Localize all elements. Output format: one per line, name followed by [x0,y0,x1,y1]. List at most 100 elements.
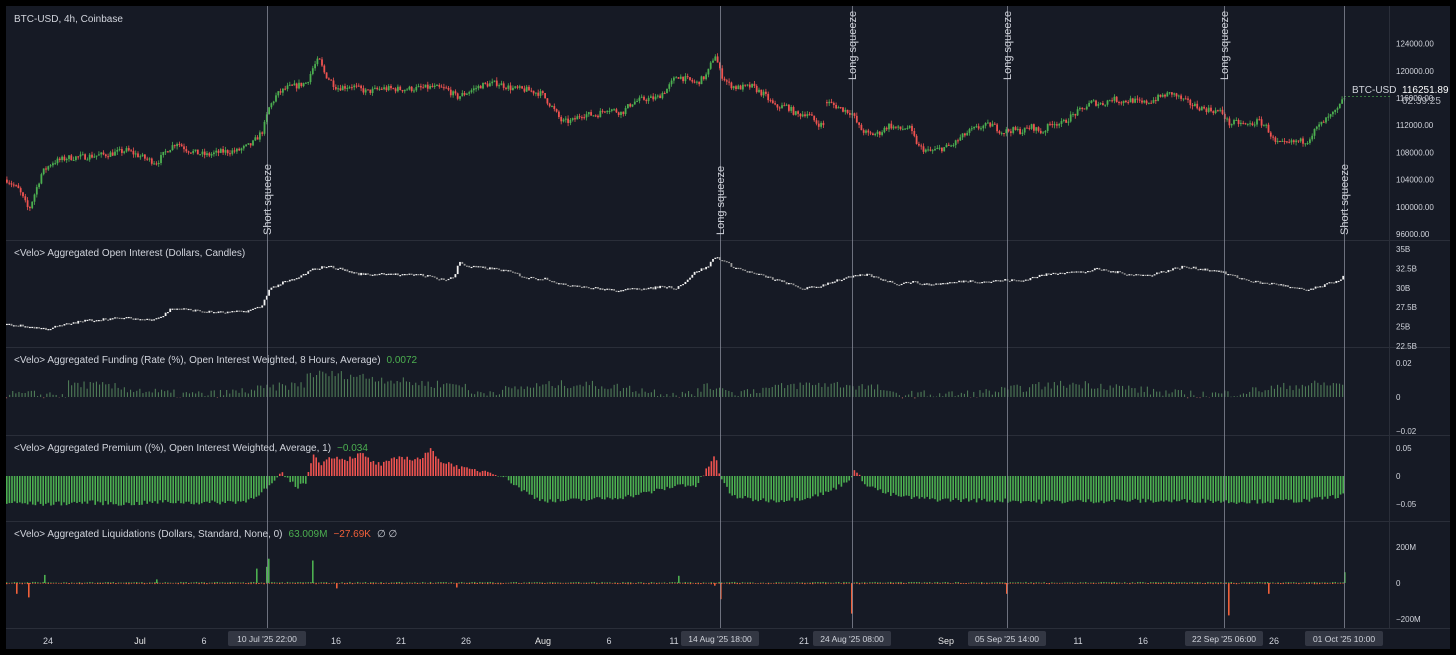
chart-area[interactable]: 124000.00 120000.00 116000.00 112000.00 1080… [6,6,1450,649]
liq-short-bar [1168,583,1170,584]
premium-bar [851,476,853,478]
oi-tick-label: 32.5B [1396,264,1417,273]
oi-candle [873,276,875,278]
candle-body [173,145,176,147]
chart-canvas[interactable]: 124000.00120000.00116000.00112000.001080… [6,6,1450,649]
premium-bar [364,456,367,476]
oi-candle [436,277,438,280]
candle-body [535,92,537,94]
oi-candle [231,311,234,313]
liq-long-bar [697,582,699,584]
oi-candle [334,268,337,270]
funding-bar [1218,393,1220,397]
premium-bar [866,476,869,487]
oi-candle [330,265,333,268]
candle-body [1102,103,1104,106]
premium-bar [1134,476,1136,499]
oi-candle [1245,279,1248,281]
oi-candle [1013,279,1016,281]
funding-bar [644,391,646,397]
oi-candle [408,273,411,275]
oi-candle [656,286,659,289]
liq-long-bar [869,582,871,583]
liq-short-bar [206,583,208,585]
premium-bar [767,476,770,503]
liq-long-bar [224,582,226,584]
premium-bar [211,476,213,501]
candle-body [176,143,178,147]
premium-bar [357,453,359,476]
funding-bar [61,394,63,397]
liq-short-bar [289,583,291,584]
oi-candle [1199,268,1202,271]
premium-bar [801,476,804,501]
candle-body [806,114,809,117]
funding-bar [737,395,739,397]
funding-bar [1109,385,1111,397]
funding-bar [722,388,724,397]
candle-body [164,151,167,153]
squeeze-annotation: Long squeeze [1219,11,1231,80]
candle-body [654,96,657,100]
premium-bar [310,463,312,476]
oi-candle [374,274,376,276]
candle-body [95,155,98,157]
funding-bar [911,390,913,397]
funding-bar [319,370,321,397]
candle-body [463,93,466,95]
candle-body [817,123,820,127]
liq-short-bar [81,583,83,585]
liq-long-bar [1329,582,1331,584]
liq-long-bar [253,581,255,583]
premium-bar [1280,476,1282,500]
liq-short-bar [1001,583,1004,584]
candle-body [599,110,602,118]
candle-body [1233,120,1235,125]
liq-long-bar [814,582,816,583]
oi-candle [935,283,937,285]
liq-short-bar [310,583,312,584]
candle-body [1207,107,1210,112]
liq-short-bar [320,583,322,584]
candle-body [1060,121,1063,124]
liq-long-bar [492,582,494,583]
candle-body [751,83,753,88]
oi-candle [19,324,22,327]
oi-candle [988,281,990,283]
candle-body [1242,122,1245,124]
oi-candle [1211,270,1213,272]
premium-bar [294,476,297,487]
funding-bar [49,392,51,397]
liq-long-bar [918,582,920,583]
premium-bar [830,476,832,491]
liq-short-bar [1144,583,1147,584]
candle-body [1134,98,1136,103]
liq-short-bar [1225,583,1227,585]
funding-bar [1335,383,1337,397]
candle-body [1256,119,1258,125]
premium-bar [1313,476,1316,498]
candle-body [675,77,678,79]
liq-long-bar [120,582,122,584]
funding-bar [799,382,801,397]
candle-body [307,82,310,84]
funding-bar [340,371,342,397]
liq-short-bar [159,583,161,584]
premium-bar [611,476,614,500]
premium-bar [302,476,304,484]
oi-candle [95,320,98,322]
liq-short-bar [1235,583,1238,585]
premium-bar [1108,476,1110,502]
liq-long-bar [481,582,484,583]
premium-bar [955,476,957,499]
candle-body [1090,100,1093,103]
liq-short-bar [572,583,575,584]
candle-body [1049,123,1051,125]
premium-bar [1121,476,1123,501]
candle-body [1336,108,1339,110]
oi-candle [236,310,238,312]
candle-body [666,88,668,94]
liq-short-bar [513,583,515,584]
funding-bar [629,385,631,397]
oi-candle [123,317,126,320]
